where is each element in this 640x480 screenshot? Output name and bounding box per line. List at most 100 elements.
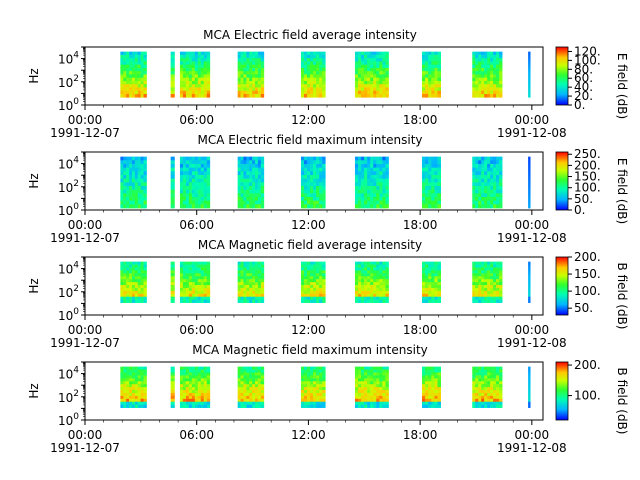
data-cell	[240, 200, 244, 205]
data-cell	[170, 390, 175, 394]
data-cell	[478, 171, 482, 176]
data-cell	[300, 290, 305, 295]
data-cell	[182, 171, 187, 176]
data-cell	[203, 167, 208, 172]
data-cell	[134, 273, 139, 277]
data-cell	[120, 182, 124, 187]
data-cell	[134, 163, 139, 169]
data-cell	[260, 64, 265, 69]
data-cell	[255, 156, 259, 161]
data-cell	[197, 160, 202, 165]
data-cell	[203, 204, 208, 209]
data-cell	[303, 71, 308, 75]
data-cell	[316, 90, 320, 95]
data-cell	[421, 404, 426, 408]
data-cell	[370, 378, 374, 382]
data-cell	[307, 204, 311, 209]
data-cell	[382, 77, 386, 82]
data-cell	[246, 273, 250, 277]
data-cell	[179, 163, 184, 169]
data-cell	[134, 261, 139, 265]
data-cell	[496, 93, 500, 98]
data-cell	[319, 293, 323, 298]
data-cell	[140, 395, 144, 400]
data-cell	[194, 193, 199, 198]
data-cell	[478, 270, 482, 274]
data-cell	[493, 296, 497, 301]
data-cell	[197, 287, 202, 292]
data-cell	[431, 71, 435, 75]
data-cell	[358, 381, 362, 385]
data-cell	[307, 395, 311, 400]
data-cell	[255, 287, 259, 292]
data-cell	[361, 90, 365, 95]
data-cell	[364, 267, 368, 271]
data-cell	[307, 299, 311, 303]
data-cell	[255, 178, 259, 183]
data-cell	[385, 381, 389, 385]
data-cell	[493, 93, 497, 98]
data-cell	[143, 279, 147, 283]
data-cell	[237, 185, 241, 191]
data-cell	[137, 381, 142, 385]
data-cell	[475, 282, 479, 286]
data-cell	[475, 261, 479, 265]
data-cell	[243, 189, 247, 194]
data-cell	[373, 279, 377, 283]
data-cell	[194, 270, 199, 274]
data-cell	[425, 77, 429, 82]
data-cell	[185, 273, 190, 277]
data-cell	[137, 366, 142, 370]
data-cell	[382, 372, 386, 376]
data-cell	[120, 185, 124, 191]
data-cell	[313, 299, 317, 303]
data-cell	[200, 193, 205, 198]
data-cell	[481, 54, 485, 59]
data-cell	[499, 267, 503, 271]
data-cell	[257, 64, 262, 69]
data-cell	[373, 378, 377, 382]
data-cell	[182, 178, 187, 183]
data-cell	[120, 392, 124, 397]
data-cell	[240, 54, 244, 59]
data-cell	[382, 387, 386, 391]
data-cell	[370, 299, 374, 303]
data-cell	[300, 87, 305, 92]
data-cell	[137, 58, 142, 62]
data-cell	[188, 196, 193, 202]
data-cell	[437, 87, 441, 92]
data-cell	[260, 369, 265, 373]
data-cell	[237, 64, 241, 69]
data-cell	[307, 80, 311, 85]
data-cell	[437, 290, 441, 295]
data-cell	[126, 182, 130, 187]
data-cell	[313, 287, 317, 292]
data-cell	[367, 392, 371, 397]
data-cell	[255, 299, 259, 303]
data-cell	[240, 182, 244, 187]
data-cell	[170, 384, 175, 388]
data-cell	[179, 279, 184, 283]
data-cell	[120, 84, 124, 88]
data-cell	[252, 398, 256, 403]
data-cell	[246, 381, 250, 385]
data-cell	[373, 375, 377, 379]
data-cell	[322, 71, 326, 75]
data-cell	[237, 392, 241, 397]
data-cell	[185, 387, 190, 391]
data-cell	[129, 156, 133, 161]
data-cell	[182, 261, 187, 265]
data-cell	[191, 273, 196, 277]
data-cell	[475, 64, 479, 69]
data-cell	[484, 390, 488, 394]
data-cell	[310, 189, 314, 194]
data-cell	[421, 178, 426, 183]
data-cell	[316, 404, 320, 408]
data-cell	[243, 51, 247, 56]
data-cell	[252, 290, 256, 295]
data-cell	[206, 93, 211, 98]
data-cell	[358, 398, 362, 403]
data-cell	[373, 398, 377, 403]
data-cell	[126, 74, 130, 79]
data-cell	[376, 395, 380, 400]
